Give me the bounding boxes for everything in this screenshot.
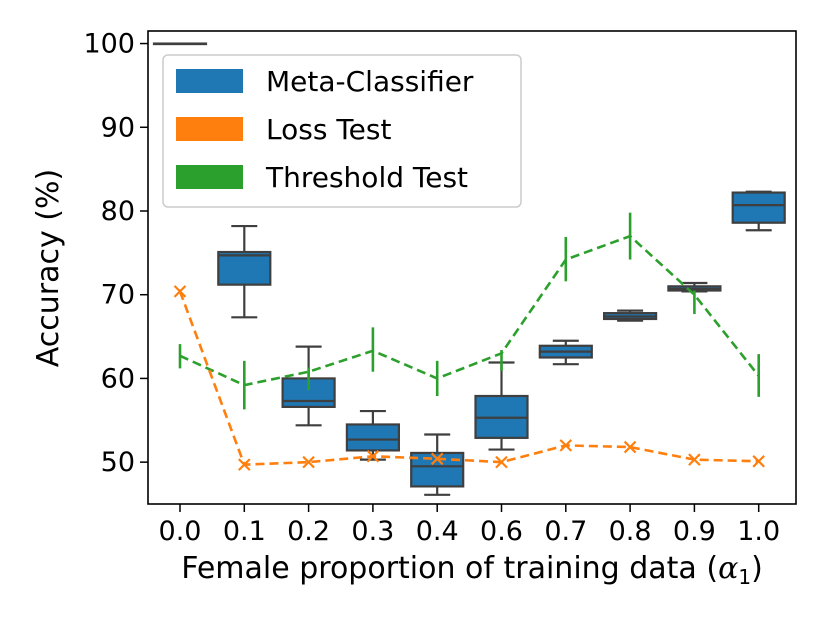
y-tick-label: 90 [101, 112, 135, 143]
y-tick-label: 60 [101, 363, 135, 394]
x-tick-label: 0.1 [223, 516, 266, 547]
y-tick-label: 80 [101, 196, 135, 227]
loss-test-marker [623, 440, 637, 454]
legend-swatch [176, 69, 243, 93]
x-tick-label: 0.4 [416, 516, 459, 547]
box-1.0 [731, 191, 786, 224]
x-axis-label-close: ) [751, 551, 763, 586]
legend-frame [162, 54, 522, 208]
box-0.1 [217, 250, 272, 286]
legend-label: Loss Test [266, 113, 391, 146]
y-tick-label: 50 [101, 447, 135, 478]
loss-test-marker [238, 458, 251, 471]
legend: Meta-Classifier Loss Test Threshold Test [162, 54, 522, 208]
loss-test-marker [430, 452, 444, 466]
legend-swatch [176, 165, 243, 189]
y-tick-label: 100 [83, 29, 135, 60]
x-tick-label: 0.0 [159, 516, 202, 547]
alpha-subscript: 1 [738, 565, 751, 589]
y-tick-label: 70 [101, 280, 135, 311]
threshold-test-line [179, 234, 760, 387]
x-tick-label: 1.0 [737, 516, 780, 547]
alpha-symbol: α [718, 551, 738, 586]
loss-test-marker [688, 453, 701, 466]
x-tick-label: 0.2 [287, 516, 330, 547]
loss-test-marker [173, 285, 187, 298]
loss-test-marker [302, 455, 315, 469]
loss-test-marker [559, 439, 573, 452]
x-tick-label: 0.9 [673, 516, 716, 547]
loss-test-marker [495, 455, 508, 469]
legend-label: Meta-Classifier [266, 65, 474, 98]
loss-test-marker [366, 450, 380, 463]
legend-label: Threshold Test [265, 161, 468, 194]
y-axis-label: Accuracy (%) [31, 169, 66, 367]
x-tick-label: 0.7 [544, 516, 587, 547]
legend-swatch [176, 117, 243, 141]
x-tick-label: 0.6 [480, 516, 523, 547]
x-tick-label: 0.8 [609, 516, 652, 547]
plot-area [152, 42, 786, 496]
x-axis-label-text: Female proportion of training data ( [181, 551, 718, 586]
x-tick-label: 0.3 [351, 516, 394, 547]
box-0.3 [345, 423, 400, 452]
axes: 50 60 70 80 90 100 0.0 0.1 0.2 0.3 0.4 0.6 0.7 0.8 0.9… [83, 29, 780, 547]
loss-test-marker [752, 455, 765, 468]
loss-test-line [178, 290, 759, 466]
plot-frame [147, 30, 797, 505]
x-axis-label: Female proportion of training data (α1) [181, 551, 763, 589]
